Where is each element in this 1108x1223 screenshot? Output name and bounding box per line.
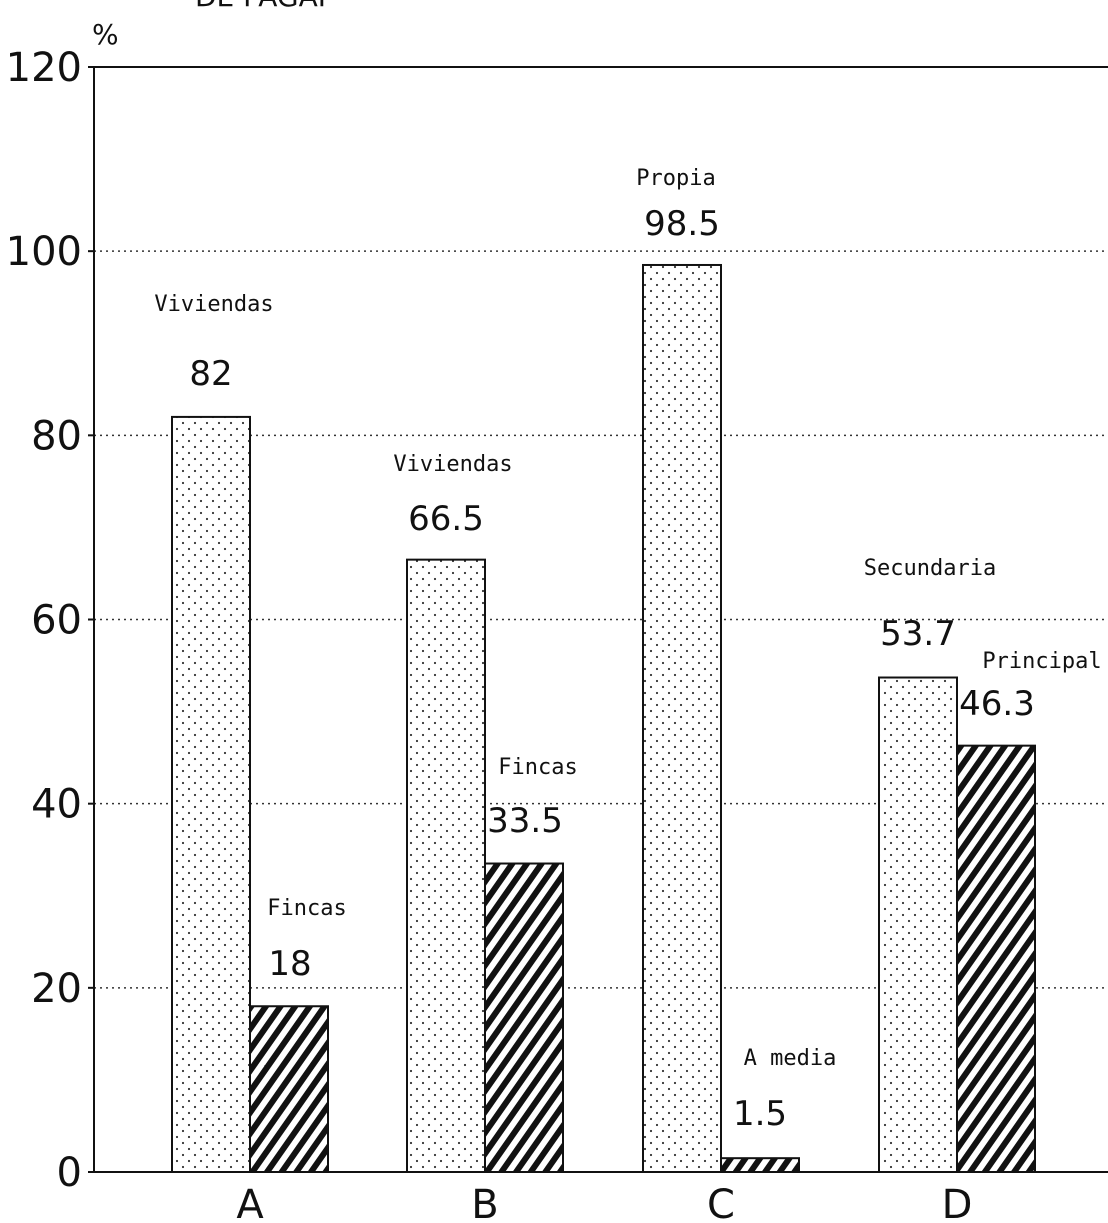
chart-title: DE PAGAP	[195, 0, 335, 13]
bars	[171, 263, 1036, 1173]
bar-annotation-label: Fincas	[498, 755, 577, 780]
x-category-label: D	[942, 1182, 973, 1223]
bar-a-hatched	[249, 1005, 329, 1173]
x-category-label: B	[471, 1182, 498, 1223]
y-tick-label: 60	[31, 598, 82, 644]
bar-value-label: 18	[268, 944, 311, 984]
y-tick-label: 0	[57, 1150, 82, 1196]
bar-annotation-label: Secundaria	[864, 556, 996, 581]
y-tick-label: 120	[6, 45, 82, 91]
bar-value-label: 46.3	[959, 684, 1035, 724]
y-tick-label: 20	[31, 966, 82, 1012]
x-category-label: C	[707, 1182, 735, 1223]
y-tick-label: 80	[31, 413, 82, 459]
y-axis-unit-label: %	[92, 18, 119, 51]
y-axis-ticks: 0 20 40 60 80 100 120	[6, 45, 94, 1196]
bar-annotation-label: A media	[744, 1046, 837, 1071]
bar-value-label: 66.5	[408, 499, 484, 539]
bar-b-dotted	[406, 558, 486, 1173]
bar-value-label: 98.5	[644, 204, 720, 244]
bar-c-dotted	[642, 263, 722, 1173]
gridlines	[94, 250, 1108, 989]
bar-c-hatched	[720, 1157, 800, 1173]
bar-value-label: 53.7	[880, 614, 956, 654]
bar-annotation-label: Principal	[982, 649, 1101, 674]
bar-d-hatched	[956, 744, 1036, 1173]
bar-annotation-label: Viviendas	[154, 292, 273, 317]
bar-a-dotted	[171, 415, 251, 1173]
bar-d-dotted	[878, 676, 958, 1173]
y-tick-label: 100	[6, 229, 82, 275]
bar-b-hatched	[484, 862, 564, 1173]
bar-annotation-label: Fincas	[267, 896, 346, 921]
bar-annotation-label: Viviendas	[393, 452, 512, 477]
y-tick-label: 40	[31, 782, 82, 828]
bar-value-label: 82	[189, 354, 232, 394]
bar-value-label: 33.5	[487, 801, 563, 841]
x-category-label: A	[236, 1182, 264, 1223]
x-axis-categories: A B C D	[236, 1182, 972, 1223]
data-labels: 82 Viviendas 18 Fincas 66.5 Viviendas 33.5 Finc…	[154, 166, 1101, 1134]
bar-annotation-label: Propia	[636, 166, 715, 191]
bar-value-label: 1.5	[733, 1094, 787, 1134]
